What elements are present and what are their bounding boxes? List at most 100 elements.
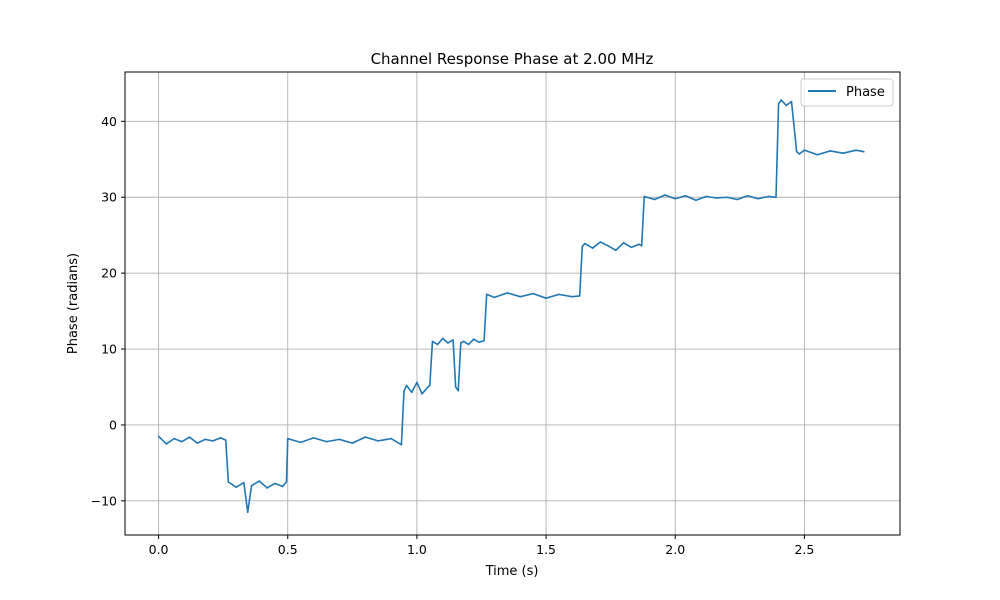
data-point <box>224 439 227 441</box>
data-point <box>364 436 367 438</box>
data-point <box>243 481 245 484</box>
data-point <box>460 342 462 344</box>
data-point <box>478 341 480 344</box>
data-point <box>204 438 206 441</box>
data-point <box>431 340 434 343</box>
data-point <box>493 296 496 299</box>
data-point <box>274 482 276 485</box>
data-point <box>545 297 547 299</box>
data-point <box>266 487 268 489</box>
data-point <box>325 440 328 443</box>
data-point <box>816 153 819 156</box>
data-point <box>227 481 230 483</box>
data-point <box>795 150 798 153</box>
data-point <box>405 384 408 387</box>
data-point <box>196 442 199 444</box>
data-point <box>684 194 687 197</box>
data-point <box>571 295 573 298</box>
data-point <box>258 480 261 482</box>
y-axis-ticks: −10 0 10 20 30 40 <box>91 114 125 508</box>
data-point <box>351 442 354 444</box>
data-point <box>757 197 759 200</box>
data-point <box>578 295 581 297</box>
plot-frame <box>124 71 901 536</box>
x-axis-label: Time (s) <box>485 564 539 579</box>
data-point <box>181 440 183 443</box>
y-tick-label: 40 <box>101 114 117 129</box>
data-point <box>767 195 770 198</box>
data-point <box>630 246 633 249</box>
data-point <box>622 241 625 244</box>
data-point <box>615 249 617 252</box>
data-point <box>829 150 832 152</box>
legend: Phase <box>800 78 894 107</box>
data-point <box>485 293 488 296</box>
data-point <box>312 437 315 439</box>
data-point <box>695 199 697 202</box>
grid <box>125 72 900 535</box>
data-point <box>780 99 782 101</box>
data-point <box>390 437 392 440</box>
data-point <box>462 340 465 343</box>
data-point <box>157 435 160 438</box>
y-tick-label: 20 <box>101 266 117 281</box>
data-point <box>421 393 423 395</box>
data-point <box>454 386 457 388</box>
data-point <box>785 104 788 107</box>
data-point <box>338 438 341 441</box>
data-point <box>377 440 379 442</box>
data-point <box>640 245 643 247</box>
data-point <box>715 197 718 199</box>
y-tick-label: 0 <box>109 417 117 432</box>
data-point <box>483 339 485 342</box>
data-point <box>165 443 168 445</box>
data-point <box>653 198 656 201</box>
y-tick-label: 30 <box>101 190 117 205</box>
data-point <box>403 389 405 392</box>
y-tick-label: −10 <box>91 493 117 508</box>
data-point <box>472 338 475 340</box>
data-point <box>457 389 460 392</box>
series-layer <box>157 99 865 514</box>
data-point <box>285 481 288 483</box>
data-point <box>664 194 666 196</box>
data-point <box>607 245 609 247</box>
data-point <box>591 247 594 249</box>
x-tick-label: 1.5 <box>536 542 556 557</box>
data-point <box>775 196 777 199</box>
x-tick-label: 2.5 <box>794 542 814 557</box>
data-point <box>506 292 509 294</box>
data-point <box>188 436 191 438</box>
series-line-phase <box>158 99 864 514</box>
data-point <box>246 511 249 514</box>
data-point <box>436 343 439 346</box>
data-point <box>726 196 728 199</box>
x-tick-label: 1.0 <box>407 542 427 557</box>
data-point <box>429 384 431 387</box>
data-point <box>798 153 801 155</box>
data-point <box>410 391 413 394</box>
data-point <box>299 441 302 444</box>
data-point <box>173 437 175 440</box>
data-point <box>250 484 253 487</box>
data-point <box>441 337 444 340</box>
data-point <box>674 197 677 200</box>
data-point <box>286 437 289 440</box>
data-point <box>447 342 449 344</box>
x-tick-label: 0.0 <box>149 542 169 557</box>
data-point <box>736 198 739 201</box>
data-point <box>519 295 522 298</box>
x-axis-ticks: 0.0 0.5 1.0 1.5 2.0 2.5 <box>149 535 814 557</box>
data-point <box>855 149 857 151</box>
data-point <box>746 194 749 197</box>
data-point <box>584 242 586 245</box>
data-point <box>400 443 403 446</box>
data-point <box>599 241 602 243</box>
legend-label: Phase <box>846 85 885 100</box>
x-tick-label: 0.5 <box>278 542 298 557</box>
data-point <box>863 150 865 153</box>
data-point <box>235 486 237 488</box>
data-point <box>581 245 584 248</box>
data-point <box>777 103 780 105</box>
